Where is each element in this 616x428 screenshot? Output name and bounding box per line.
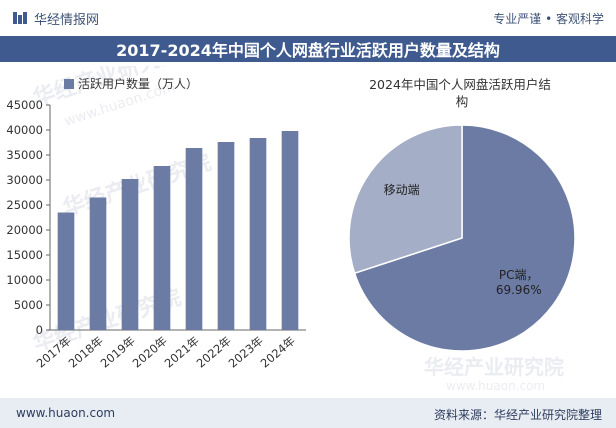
x-tick-label: 2023年 [226, 334, 266, 371]
bar [121, 179, 139, 330]
x-tick-label: 2020年 [130, 334, 170, 371]
bar [217, 142, 235, 330]
watermark-name-4: 华经产业研究院 [424, 355, 564, 379]
x-tick-label: 2024年 [258, 334, 298, 371]
y-tick-label: 10000 [6, 273, 43, 287]
y-tick-label: 0 [36, 323, 43, 337]
bar [89, 197, 107, 330]
bar [153, 166, 171, 330]
bar-legend-swatch [64, 79, 74, 89]
brand-name: 华经情报网 [34, 12, 100, 28]
chart-canvas: 华经产业研究院 www.huaon.com 华经产业研究院 华经产业研究院 华经… [6, 39, 576, 393]
bar-legend-label: 活跃用户数量（万人） [78, 76, 198, 91]
pie-slice-name: 移动端 [384, 183, 420, 197]
pie-slice-value: 69.96% [496, 283, 542, 297]
footer: www.huaon.com 资料来源：华经产业研究院整理 [0, 398, 616, 428]
watermark-site-2: www.huaon.com [446, 379, 545, 393]
pie-slice-label: 移动端 [384, 183, 420, 197]
y-tick-label: 30000 [6, 173, 43, 187]
y-ticks: 0 5000 10000 15000 20000 25000 30000 35000 40000… [6, 98, 50, 337]
bars [57, 131, 299, 330]
y-tick-label: 20000 [6, 223, 43, 237]
pie-slice [348, 124, 463, 275]
brand-logo-icon [13, 12, 27, 24]
pie: PC端， 69.96% 移动端 [348, 124, 576, 352]
x-tick-label: 2022年 [194, 334, 234, 371]
y-tick-label: 15000 [6, 248, 43, 262]
brand: 华经情报网 [12, 9, 100, 28]
bar [249, 138, 267, 330]
x-tick-label: 2019年 [98, 334, 138, 371]
bar [185, 148, 203, 330]
pie-title-line-2: 构 [456, 94, 469, 109]
y-tick-label: 35000 [6, 148, 43, 162]
bar [57, 212, 75, 330]
y-tick-label: 25000 [6, 198, 43, 212]
footer-website: www.huaon.com [16, 406, 116, 420]
bar [281, 131, 299, 330]
y-tick-label: 40000 [6, 123, 43, 137]
pie-slice-name: PC端， [499, 268, 539, 282]
pie-title-line-1: 2024年中国个人网盘活跃用户结 [369, 77, 551, 92]
chart-panel: 华经产业研究院 www.huaon.com 华经产业研究院 华经产业研究院 华经… [6, 39, 610, 396]
x-tick-label: 2021年 [162, 334, 202, 371]
y-tick-label: 5000 [14, 298, 43, 312]
y-tick-label: 45000 [6, 98, 43, 112]
top-bar: 华经情报网 专业严谨 • 客观科学 [0, 0, 616, 36]
footer-source: 资料来源：华经产业研究院整理 [433, 408, 602, 422]
slogan: 专业严谨 • 客观科学 [493, 12, 604, 26]
pie-slice [353, 124, 576, 352]
page-title: 2017-2024年中国个人网盘行业活跃用户数量及结构 [0, 36, 616, 62]
pie-title: 2024年中国个人网盘活跃用户结 构 [369, 77, 555, 109]
pie-slice-label: PC端， 69.96% [496, 268, 542, 297]
